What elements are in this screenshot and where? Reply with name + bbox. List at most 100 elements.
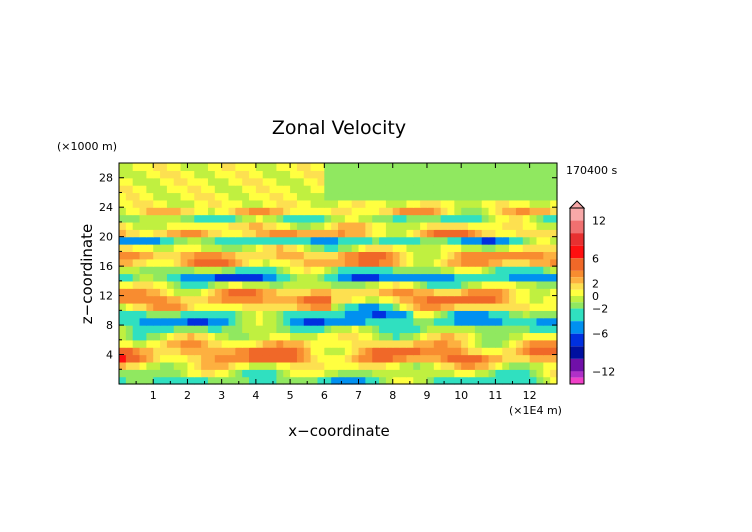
heatmap-cell — [495, 369, 503, 378]
heatmap-cell — [173, 266, 182, 275]
heatmap-cell — [201, 192, 209, 201]
heatmap-cell — [468, 332, 476, 341]
heatmap-cell — [529, 236, 538, 245]
heatmap-cell — [132, 361, 141, 370]
heatmap-cell — [468, 221, 476, 230]
heatmap-cell — [249, 266, 257, 275]
heatmap-cell — [502, 317, 510, 326]
heatmap-cell — [303, 325, 312, 334]
heatmap-cell — [303, 170, 312, 179]
heatmap-cell — [249, 361, 257, 370]
heatmap-cell — [255, 295, 264, 304]
heatmap-cell — [146, 244, 154, 252]
heatmap-cell — [454, 192, 462, 201]
heatmap-cell — [310, 361, 319, 370]
heatmap-cell — [139, 170, 147, 179]
heatmap-cell — [207, 192, 216, 201]
heatmap-cell — [509, 339, 517, 348]
heatmap-cell — [303, 266, 312, 275]
heatmap-cell — [132, 310, 141, 319]
heatmap-cell — [399, 302, 408, 311]
heatmap-cell — [385, 317, 394, 326]
heatmap-cell — [324, 325, 332, 334]
heatmap-cell — [214, 214, 223, 223]
heatmap-cell — [550, 236, 558, 245]
heatmap-cell — [201, 170, 209, 179]
heatmap-cell — [426, 361, 435, 370]
heatmap-cell — [228, 325, 236, 334]
heatmap-cell — [413, 199, 421, 208]
heatmap-cell — [160, 273, 168, 282]
heatmap-cell — [201, 273, 209, 282]
heatmap-cell — [303, 317, 312, 326]
heatmap-cell — [433, 310, 442, 319]
heatmap-cell — [283, 251, 291, 260]
heatmap-cell — [413, 280, 421, 289]
heatmap-cell — [372, 229, 380, 238]
heatmap-cell — [358, 317, 366, 326]
heatmap-cell — [495, 361, 503, 370]
heatmap-cell — [543, 325, 551, 334]
heatmap-cell — [153, 280, 161, 289]
heatmap-cell — [481, 214, 490, 223]
heatmap-cell — [160, 258, 168, 267]
heatmap-cell — [406, 221, 414, 230]
heatmap-cell — [495, 207, 503, 216]
heatmap-cell — [283, 221, 291, 230]
heatmap-cell — [447, 221, 455, 230]
heatmap-cell — [324, 347, 332, 356]
colorbar-swatch — [570, 220, 584, 234]
heatmap-cell — [420, 273, 428, 282]
heatmap-cell — [276, 207, 284, 216]
heatmap-cell — [201, 310, 209, 319]
heatmap-cell — [529, 376, 538, 385]
heatmap-cell — [187, 244, 195, 252]
heatmap-cell — [139, 317, 147, 326]
heatmap-cell — [344, 288, 353, 297]
heatmap-cell — [358, 251, 366, 260]
heatmap-cell — [207, 244, 216, 252]
heatmap-cell — [132, 163, 141, 171]
heatmap-cell — [454, 339, 462, 348]
heatmap-cell — [529, 251, 538, 260]
heatmap-cell — [160, 192, 168, 201]
heatmap-cell — [160, 354, 168, 363]
heatmap-cell — [440, 177, 449, 186]
heatmap-cell — [495, 163, 503, 171]
heatmap-cell — [468, 236, 476, 245]
chart-title: Zonal Velocity — [272, 117, 406, 139]
heatmap-cell — [433, 295, 442, 304]
heatmap-cell — [255, 339, 264, 348]
heatmap-cell — [529, 170, 538, 179]
heatmap-cell — [132, 354, 141, 363]
heatmap-cell — [283, 347, 291, 356]
heatmap-cell — [474, 302, 483, 311]
heatmap-cell — [447, 244, 455, 252]
heatmap-cell — [125, 207, 134, 216]
heatmap-cell — [502, 258, 510, 267]
heatmap-cell — [529, 185, 538, 194]
heatmap-cell — [536, 354, 544, 363]
heatmap-cell — [180, 361, 189, 370]
heatmap-cell — [433, 369, 442, 378]
heatmap-cell — [331, 354, 339, 363]
heatmap-cell — [153, 199, 161, 208]
heatmap-cell — [303, 214, 312, 223]
heatmap-cell — [358, 273, 366, 282]
heatmap-cell — [529, 207, 538, 216]
heatmap-cell — [187, 310, 195, 319]
heatmap-cell — [242, 199, 250, 208]
heatmap-cell — [488, 317, 496, 326]
heatmap-cell — [515, 280, 524, 289]
heatmap-cell — [529, 347, 538, 356]
heatmap-cell — [173, 361, 182, 370]
heatmap-cell — [173, 273, 182, 282]
heatmap-cell — [139, 266, 147, 275]
heatmap-cell — [235, 163, 243, 171]
heatmap-cell — [440, 280, 449, 289]
heatmap-cell — [447, 339, 455, 348]
heatmap-cell — [228, 192, 236, 201]
heatmap-cell — [358, 207, 366, 216]
heatmap-cell — [331, 207, 339, 216]
heatmap-cell — [550, 163, 558, 171]
